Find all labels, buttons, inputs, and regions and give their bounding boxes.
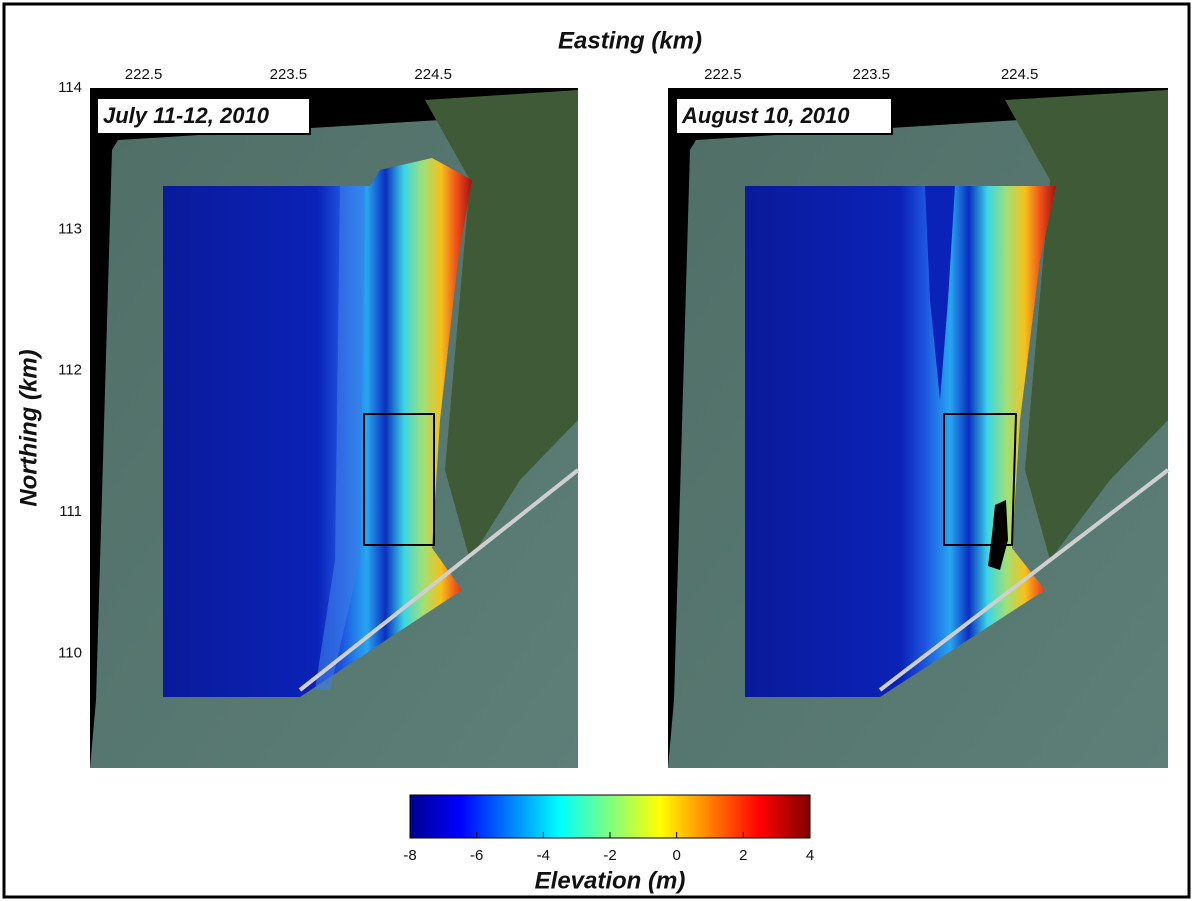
panel-label: July 11-12, 2010 xyxy=(103,103,270,128)
colorbar-tick-label: 0 xyxy=(672,847,680,864)
x-tick-label: 224.5 xyxy=(414,66,452,83)
y-tick-label: 110 xyxy=(58,644,82,661)
x-tick-label: 222.5 xyxy=(125,66,163,83)
y-tick-label: 112 xyxy=(58,362,82,379)
y-tick-label: 111 xyxy=(59,503,82,520)
colorbar xyxy=(409,794,811,839)
x-tick-label: 222.5 xyxy=(704,66,742,83)
x-tick-label: 223.5 xyxy=(270,66,308,83)
colorbar-tick-label: -2 xyxy=(603,847,616,864)
y-tick-label: 114 xyxy=(58,79,82,96)
y-axis-label: Northing (km) xyxy=(15,349,42,506)
map-panel: July 11-12, 2010 xyxy=(90,88,580,768)
x-axis-label: Easting (km) xyxy=(558,27,702,54)
x-tick-label: 223.5 xyxy=(852,66,890,83)
x-tick-label: 224.5 xyxy=(1001,66,1039,83)
map-panel: August 10, 2010 xyxy=(668,88,1170,768)
colorbar-tick-label: -4 xyxy=(537,847,550,864)
colorbar-tick-label: -8 xyxy=(403,847,416,864)
colorbar-tick-label: 4 xyxy=(806,847,814,864)
colorbar-tick-label: 2 xyxy=(739,847,747,864)
colorbar-label: Elevation (m) xyxy=(535,867,686,894)
y-tick-label: 113 xyxy=(58,220,82,237)
colorbar-tick-label: -6 xyxy=(470,847,483,864)
panel-label: August 10, 2010 xyxy=(681,103,850,128)
